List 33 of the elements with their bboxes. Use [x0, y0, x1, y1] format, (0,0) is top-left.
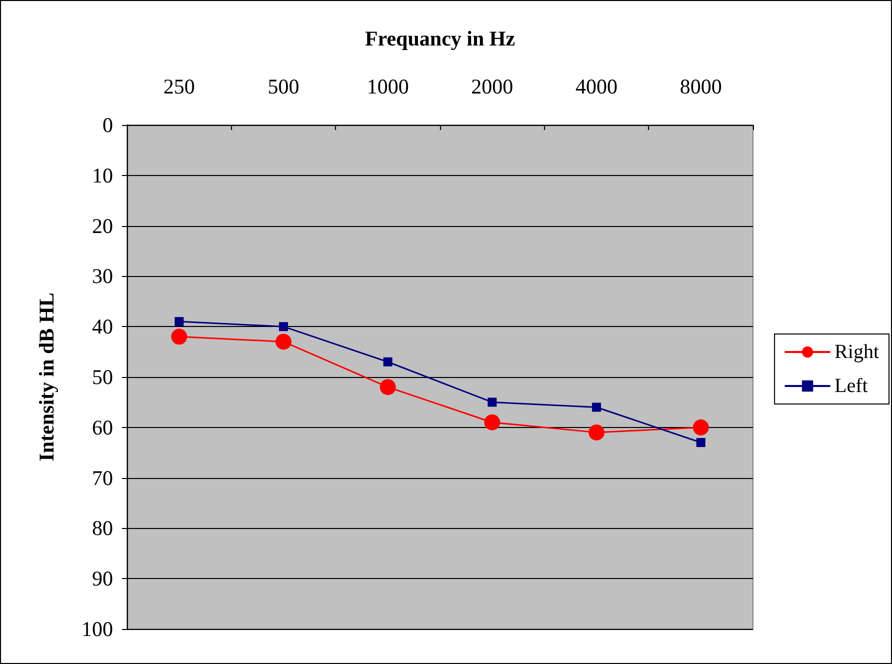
y-tick-label: 50: [92, 365, 113, 389]
y-tick-label: 30: [92, 264, 113, 288]
legend-label: Left: [834, 375, 868, 397]
y-tick-label: 80: [92, 516, 113, 540]
x-tick-label: 250: [163, 74, 195, 98]
y-tick-label: 10: [92, 163, 113, 188]
point: [484, 414, 500, 430]
point: [380, 379, 396, 396]
y-tick-label: 70: [92, 466, 113, 490]
x-tick-label: 500: [268, 74, 300, 98]
x-axis-title: Frequancy in Hz: [364, 26, 516, 50]
point: [592, 402, 601, 412]
x-tick-label: 2000: [471, 74, 514, 98]
point: [279, 322, 288, 332]
y-tick-label: 0: [102, 113, 113, 137]
y-tick-label: 90: [92, 566, 113, 591]
x-tick-label: 8000: [680, 74, 722, 98]
y-axis-title: Intensity in dB HL: [34, 292, 58, 462]
legend-label: Right: [834, 341, 880, 363]
y-tick-label: 100: [82, 617, 113, 641]
x-tick-label: 1000: [366, 74, 409, 98]
point: [276, 334, 292, 350]
y-tick-label: 20: [92, 214, 113, 238]
x-tick-label: 4000: [576, 74, 618, 98]
y-tick-label: 40: [92, 314, 113, 339]
y-tick-label: 60: [92, 415, 113, 440]
point: [171, 328, 188, 345]
point: [488, 398, 497, 407]
point: [174, 317, 184, 326]
point: [588, 424, 604, 440]
point: [383, 357, 392, 366]
point: [696, 438, 706, 448]
point: [692, 419, 709, 436]
